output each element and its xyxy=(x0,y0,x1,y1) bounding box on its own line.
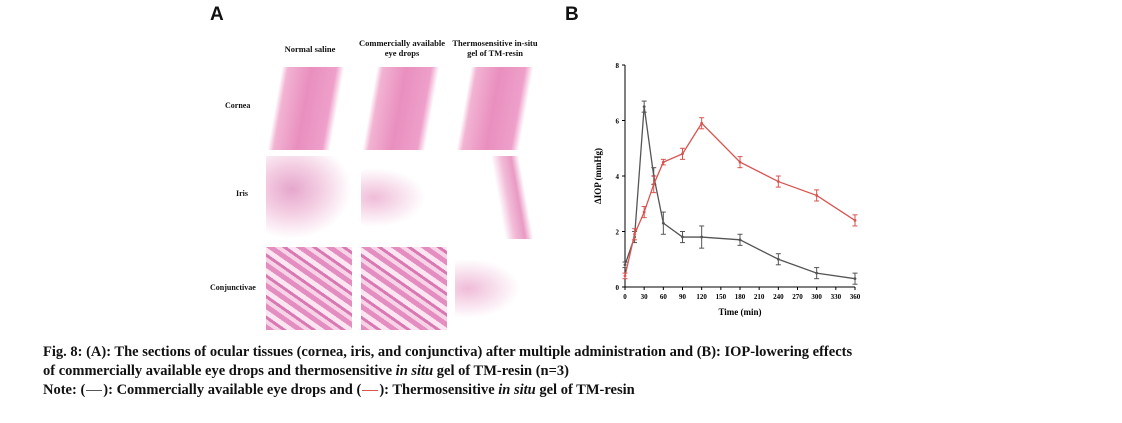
data-point xyxy=(661,221,665,225)
caption-note: Note: (): Commercially available eye dro… xyxy=(43,382,635,398)
data-point xyxy=(700,235,704,239)
x-tick-label: 60 xyxy=(660,293,668,301)
x-tick-label: 360 xyxy=(850,293,861,301)
legend-swatch-commercial xyxy=(86,390,103,392)
x-axis-title: Time (min) xyxy=(718,307,761,317)
column-header-normal-saline: Normal saline xyxy=(284,44,336,54)
legend-swatch-thermosensitive xyxy=(362,390,379,392)
y-tick-label: 6 xyxy=(616,118,620,126)
data-point xyxy=(853,277,857,281)
y-tick-label: 0 xyxy=(616,284,620,292)
panel-a-letter: A xyxy=(210,4,224,25)
data-point xyxy=(681,152,684,156)
data-point xyxy=(642,210,646,214)
y-tick-label: 8 xyxy=(616,62,620,70)
panel-b-letter: B xyxy=(565,4,579,25)
x-tick-label: 90 xyxy=(679,293,687,301)
data-point xyxy=(681,235,684,239)
micrograph-conjunctivae-thermosensitive-gel xyxy=(455,247,541,330)
data-point xyxy=(633,232,636,236)
x-tick-label: 150 xyxy=(716,293,727,301)
micrograph-cornea-commercial-drops xyxy=(361,67,447,150)
figure-caption: Fig. 8: (A): The sections of ocular tiss… xyxy=(43,343,852,400)
x-tick-label: 330 xyxy=(831,293,842,301)
iop-line-chart: 0 2 4 6 8 0 30 60 90 120 150 180 210 240 270 300 330 360 T… xyxy=(593,62,861,317)
data-point xyxy=(776,180,780,183)
y-axis-title: ΔIOP (mmHg) xyxy=(593,148,603,204)
micrograph-conjunctivae-commercial-drops xyxy=(361,247,447,330)
micrograph-iris-thermosensitive-gel xyxy=(455,156,541,239)
x-tick-label: 180 xyxy=(735,293,746,301)
micrograph-iris-normal-saline xyxy=(266,156,352,239)
data-point xyxy=(642,105,646,109)
data-point xyxy=(700,121,704,125)
data-point xyxy=(661,160,665,164)
data-point xyxy=(623,263,627,267)
series-line-0 xyxy=(624,106,856,280)
data-point xyxy=(815,194,819,197)
data-point xyxy=(853,219,857,222)
x-tick-label: 240 xyxy=(773,293,784,301)
row-label-cornea: Cornea xyxy=(225,101,251,110)
y-tick-label: 4 xyxy=(616,173,620,181)
x-tick-label: 300 xyxy=(811,293,822,301)
data-point xyxy=(776,257,780,261)
column-header-commercial-drops: Commercially available eye drops xyxy=(358,38,445,58)
micrograph-conjunctivae-normal-saline xyxy=(266,247,352,330)
micrograph-iris-commercial-drops xyxy=(361,156,447,239)
data-point xyxy=(652,182,656,186)
x-tick-label: 30 xyxy=(641,293,649,301)
caption-line-1: Fig. 8: (A): The sections of ocular tiss… xyxy=(43,344,853,360)
data-point xyxy=(815,271,819,275)
x-tick-label: 120 xyxy=(696,293,707,301)
caption-line-2: of commercially available eye drops and … xyxy=(43,363,569,379)
row-label-conjunctivae: Conjunctivae xyxy=(210,283,256,292)
data-point xyxy=(623,274,627,278)
data-point xyxy=(738,160,742,164)
y-tick-label: 2 xyxy=(616,229,620,237)
micrograph-cornea-thermosensitive-gel xyxy=(455,67,541,150)
row-label-iris: Iris xyxy=(236,189,248,198)
data-point xyxy=(738,238,742,242)
x-tick-label: 270 xyxy=(792,293,803,301)
column-header-thermosensitive-gel: Thermosensitive in-situ gel of TM-resin xyxy=(452,38,538,58)
series-line-1 xyxy=(624,122,856,277)
x-tick-label: 210 xyxy=(754,293,765,301)
x-tick-label: 0 xyxy=(623,293,627,301)
micrograph-cornea-normal-saline xyxy=(266,67,352,150)
